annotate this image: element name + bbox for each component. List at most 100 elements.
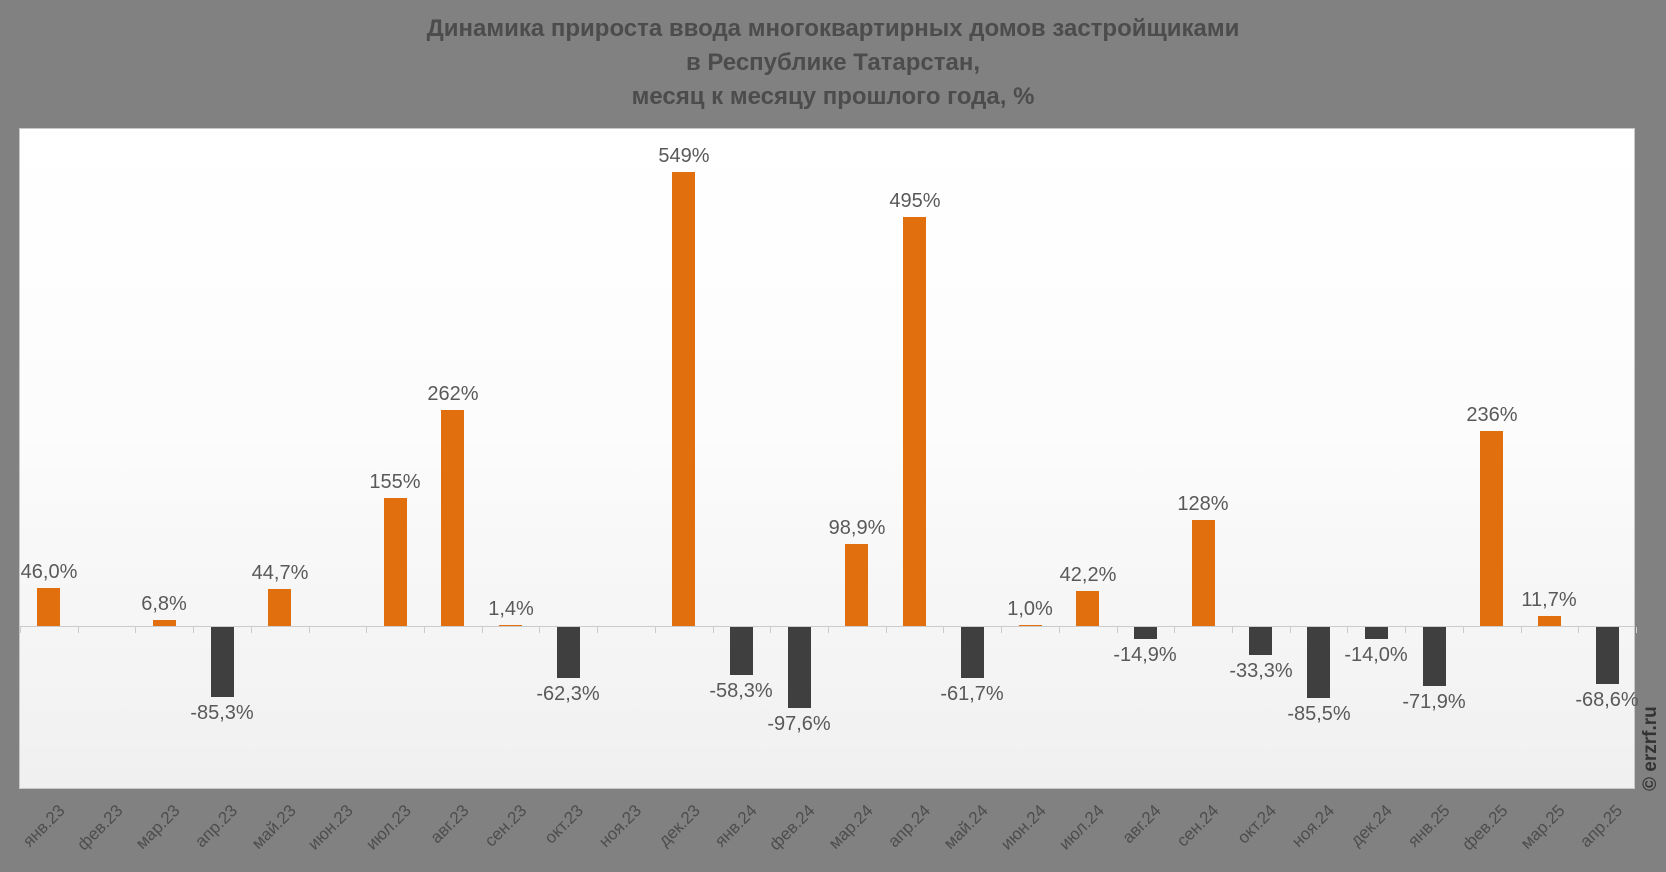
x-axis-labels: янв.23 фев.23 мар.23 апр.23 май.23 июн.23 июл.… (19, 801, 1635, 871)
x-axis-label: май.24 (939, 801, 992, 853)
axis-tick (539, 627, 540, 633)
bar-positive[interactable] (37, 588, 60, 626)
bar-positive[interactable] (268, 589, 291, 626)
axis-tick (135, 627, 136, 633)
bar-value-label: -14,0% (1344, 644, 1408, 666)
x-axis-label: янв.25 (1403, 801, 1454, 851)
axis-tick (1578, 627, 1579, 633)
chart-title-line2: в Республике Татарстан, (685, 49, 981, 76)
bar-value-label: -85,5% (1287, 703, 1351, 725)
x-axis-label: янв.24 (710, 801, 761, 851)
bar-value-label: -14,9% (1113, 644, 1177, 666)
bar-positive[interactable] (441, 410, 464, 626)
bar-negative[interactable] (1596, 627, 1619, 684)
x-axis-label: фев.24 (765, 801, 819, 855)
bar-value-label: 495% (889, 190, 941, 212)
axis-tick (1521, 627, 1522, 633)
axis-tick (1001, 627, 1002, 633)
axis-tick (1463, 627, 1464, 633)
bar-value-label: -58,3% (709, 680, 773, 702)
bar-negative[interactable] (788, 627, 811, 708)
bar-positive[interactable] (499, 625, 522, 626)
x-axis-label: янв.23 (18, 801, 69, 851)
x-axis-label: сен.23 (480, 801, 531, 851)
bar-value-label: 1,4% (488, 598, 534, 620)
bar-negative[interactable] (1249, 627, 1272, 655)
bar-positive[interactable] (153, 620, 176, 626)
axis-tick (1636, 627, 1637, 633)
x-axis-line (20, 626, 1634, 627)
bar-value-label: 6,8% (141, 593, 187, 615)
bar-negative[interactable] (730, 627, 753, 675)
bar-positive[interactable] (1076, 591, 1099, 626)
x-axis-label: июн.23 (303, 801, 357, 854)
x-axis-label: мар.24 (824, 801, 877, 853)
chart-title-line3: месяц к месяцу прошлого года, % (631, 83, 1035, 110)
x-axis-label: окт.24 (1234, 801, 1281, 848)
bar-value-label: 155% (369, 471, 421, 493)
bar-value-label: 11,7% (1521, 589, 1577, 611)
bar-positive[interactable] (903, 217, 926, 626)
bar-value-label: 236% (1466, 404, 1518, 426)
x-axis-label: фев.25 (1458, 801, 1512, 855)
bar-positive[interactable] (1019, 625, 1042, 626)
x-axis-label: апр.24 (884, 801, 935, 852)
x-axis-label: дек.24 (1346, 801, 1396, 851)
axis-tick (193, 627, 194, 633)
x-axis-label: авг.23 (426, 801, 473, 848)
axis-tick (309, 627, 310, 633)
watermark-text: © erzrf.ru (1640, 706, 1661, 791)
x-axis-label: окт.23 (541, 801, 588, 848)
axis-tick (482, 627, 483, 633)
bar-negative[interactable] (1365, 627, 1388, 639)
x-axis-label: май.23 (247, 801, 300, 853)
x-axis-label: дек.23 (654, 801, 704, 851)
bar-positive[interactable] (845, 544, 868, 626)
bar-negative[interactable] (211, 627, 234, 697)
axis-tick (943, 627, 944, 633)
x-axis-label: ноя.24 (1288, 801, 1339, 851)
bar-negative[interactable] (1423, 627, 1446, 686)
x-axis-label: мар.23 (131, 801, 184, 853)
chart-title: Динамика прироста ввода многоквартирных … (0, 12, 1666, 114)
bar-positive[interactable] (672, 172, 695, 626)
axis-tick (1174, 627, 1175, 633)
axis-tick (886, 627, 887, 633)
bar-value-label: -68,6% (1575, 689, 1639, 711)
x-axis-label: ноя.23 (595, 801, 646, 851)
axis-tick (1405, 627, 1406, 633)
plot-area: 46,0% 6,8% -85,3% 44,7% 155% 262% 1,4% -62,3% 54… (20, 129, 1639, 788)
axis-tick (597, 627, 598, 633)
bar-positive[interactable] (384, 498, 407, 626)
axis-tick (1117, 627, 1118, 633)
bar-negative[interactable] (1134, 627, 1157, 639)
bar-value-label: 549% (658, 145, 710, 167)
bar-negative[interactable] (557, 627, 580, 678)
bar-positive[interactable] (1480, 431, 1503, 626)
bar-positive[interactable] (1538, 616, 1561, 626)
bar-value-label: 46,0% (20, 561, 78, 583)
axis-tick (1059, 627, 1060, 633)
x-axis-label: июн.24 (996, 801, 1050, 854)
axis-tick (78, 627, 79, 633)
bar-positive[interactable] (1192, 520, 1215, 626)
bar-negative[interactable] (1307, 627, 1330, 698)
axis-tick (1232, 627, 1233, 633)
bar-value-label: 1,0% (1007, 598, 1053, 620)
bar-value-label: -33,3% (1229, 660, 1293, 682)
chart-title-line1: Динамика прироста ввода многоквартирных … (426, 15, 1240, 42)
axis-tick (713, 627, 714, 633)
bar-value-label: -85,3% (190, 702, 254, 724)
bar-value-label: 44,7% (251, 562, 309, 584)
axis-tick (424, 627, 425, 633)
bar-value-label: -61,7% (940, 683, 1004, 705)
x-axis-label: апр.25 (1576, 801, 1627, 852)
axis-tick (20, 627, 21, 633)
bar-value-label: 262% (427, 383, 479, 405)
bar-negative[interactable] (961, 627, 984, 678)
bar-value-label: -71,9% (1402, 691, 1466, 713)
x-axis-label: авг.24 (1118, 801, 1165, 848)
bar-value-label: -97,6% (767, 713, 831, 735)
axis-tick (828, 627, 829, 633)
